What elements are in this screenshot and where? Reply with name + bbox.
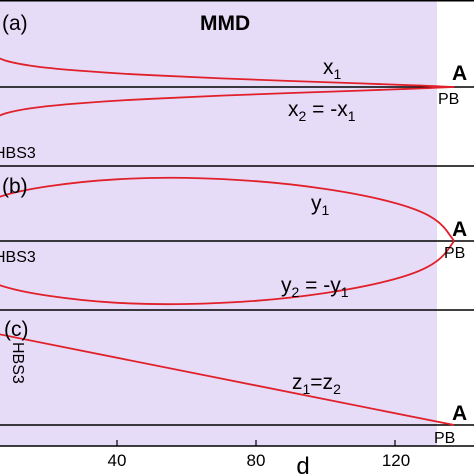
x-tick-label-120: 120 <box>382 451 410 470</box>
panel-c-right-label-pb: PB <box>434 430 455 447</box>
shaded-region <box>0 0 437 446</box>
panel-b-label: (b) <box>2 175 28 198</box>
panel-a-label: (a) <box>2 12 28 35</box>
figure-title: MMD <box>200 12 250 35</box>
panel-a-right-label-pb: PB <box>438 91 459 108</box>
panel-c-left-label: HBS3 <box>9 342 26 384</box>
panel-c-series-label: z1=z2 <box>292 371 341 397</box>
panel-b-series-1-line <box>0 176 455 242</box>
panel-a-series-1-line <box>0 57 455 88</box>
panel-b-left-label: HBS3 <box>0 249 36 266</box>
panel-a-right-label-a: A <box>452 62 467 85</box>
panel-b-right-label-pb: PB <box>444 245 465 262</box>
panel-c-label: (c) <box>4 318 29 341</box>
panel-b-series-2-line <box>0 240 455 306</box>
x-tick-label-40: 40 <box>108 451 127 470</box>
panel-c-series-1-line <box>0 333 455 426</box>
x-tick-label-80: 80 <box>247 451 266 470</box>
panel-c-right-label-a: A <box>452 402 467 425</box>
x-ticks-group <box>116 440 396 446</box>
panel-a-series-2-label: x2 = -x1 <box>288 98 356 124</box>
panel-b-series-2-label: y2 = -y1 <box>281 274 349 300</box>
panel-b-right-label-a: A <box>452 218 467 241</box>
curves-group <box>0 57 455 426</box>
panel-a-left-label: HBS3 <box>0 145 36 162</box>
panel-a-series-2-line <box>0 86 455 117</box>
x-axis-label: d <box>296 453 309 474</box>
